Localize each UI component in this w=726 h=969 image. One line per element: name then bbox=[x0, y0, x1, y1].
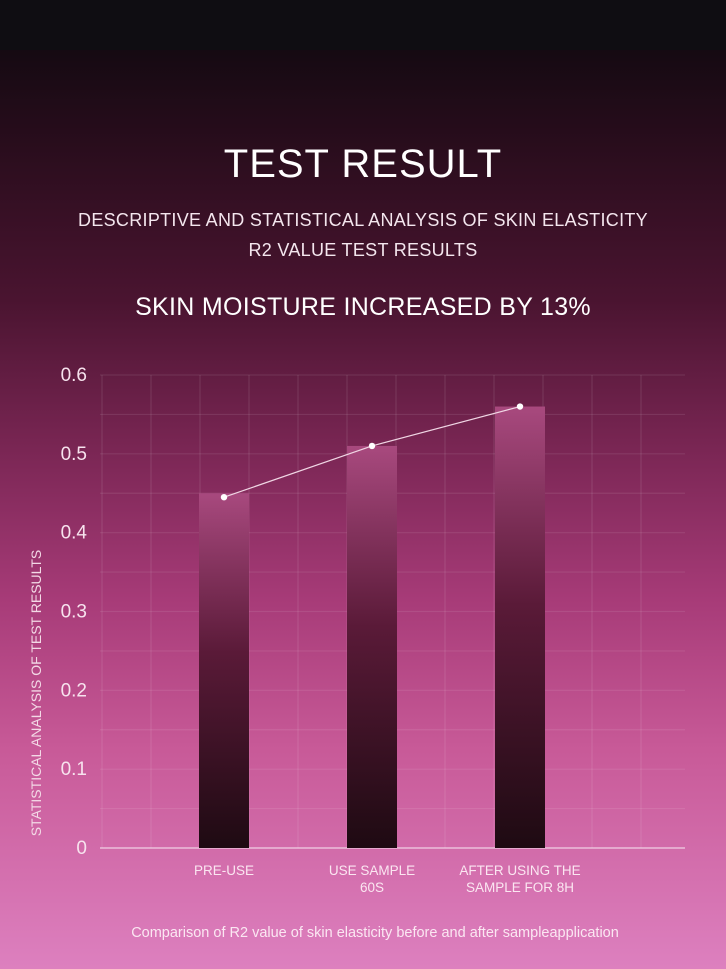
y-tick-label: 0.3 bbox=[61, 602, 87, 623]
x-tick-label: PRE-USE bbox=[194, 863, 254, 878]
trend-point bbox=[516, 403, 524, 410]
subtitle-line-2: R2 VALUE TEST RESULTS bbox=[248, 240, 478, 260]
bar bbox=[199, 493, 249, 848]
y-tick-label: 0.4 bbox=[61, 523, 88, 544]
x-tick-label: USE SAMPLE 60S bbox=[329, 863, 415, 895]
y-axis-label: STATISTICAL ANALYSIS OF TEST RESULTS bbox=[28, 549, 44, 837]
y-tick-label: 0.2 bbox=[61, 680, 87, 701]
y-tick-label: 0.1 bbox=[61, 759, 87, 780]
y-tick-label: 0 bbox=[76, 838, 87, 859]
subtitle-line-1: DESCRIPTIVE AND STATISTICAL ANALYSIS OF … bbox=[78, 210, 648, 230]
trend-point bbox=[368, 442, 376, 450]
trend-point bbox=[220, 493, 228, 501]
top-band bbox=[0, 0, 726, 50]
page-title: TEST RESULT bbox=[223, 142, 503, 186]
bar bbox=[347, 445, 397, 848]
bar bbox=[495, 406, 545, 848]
chart-caption: Comparison of R2 value of skin elasticit… bbox=[131, 925, 619, 941]
y-tick-label: 0.5 bbox=[61, 444, 87, 465]
headline: SKIN MOISTURE INCREASED BY 13% bbox=[135, 293, 591, 321]
y-tick-label: 0.6 bbox=[61, 365, 87, 386]
x-tick-label: AFTER USING THE SAMPLE FOR 8H bbox=[459, 863, 580, 895]
